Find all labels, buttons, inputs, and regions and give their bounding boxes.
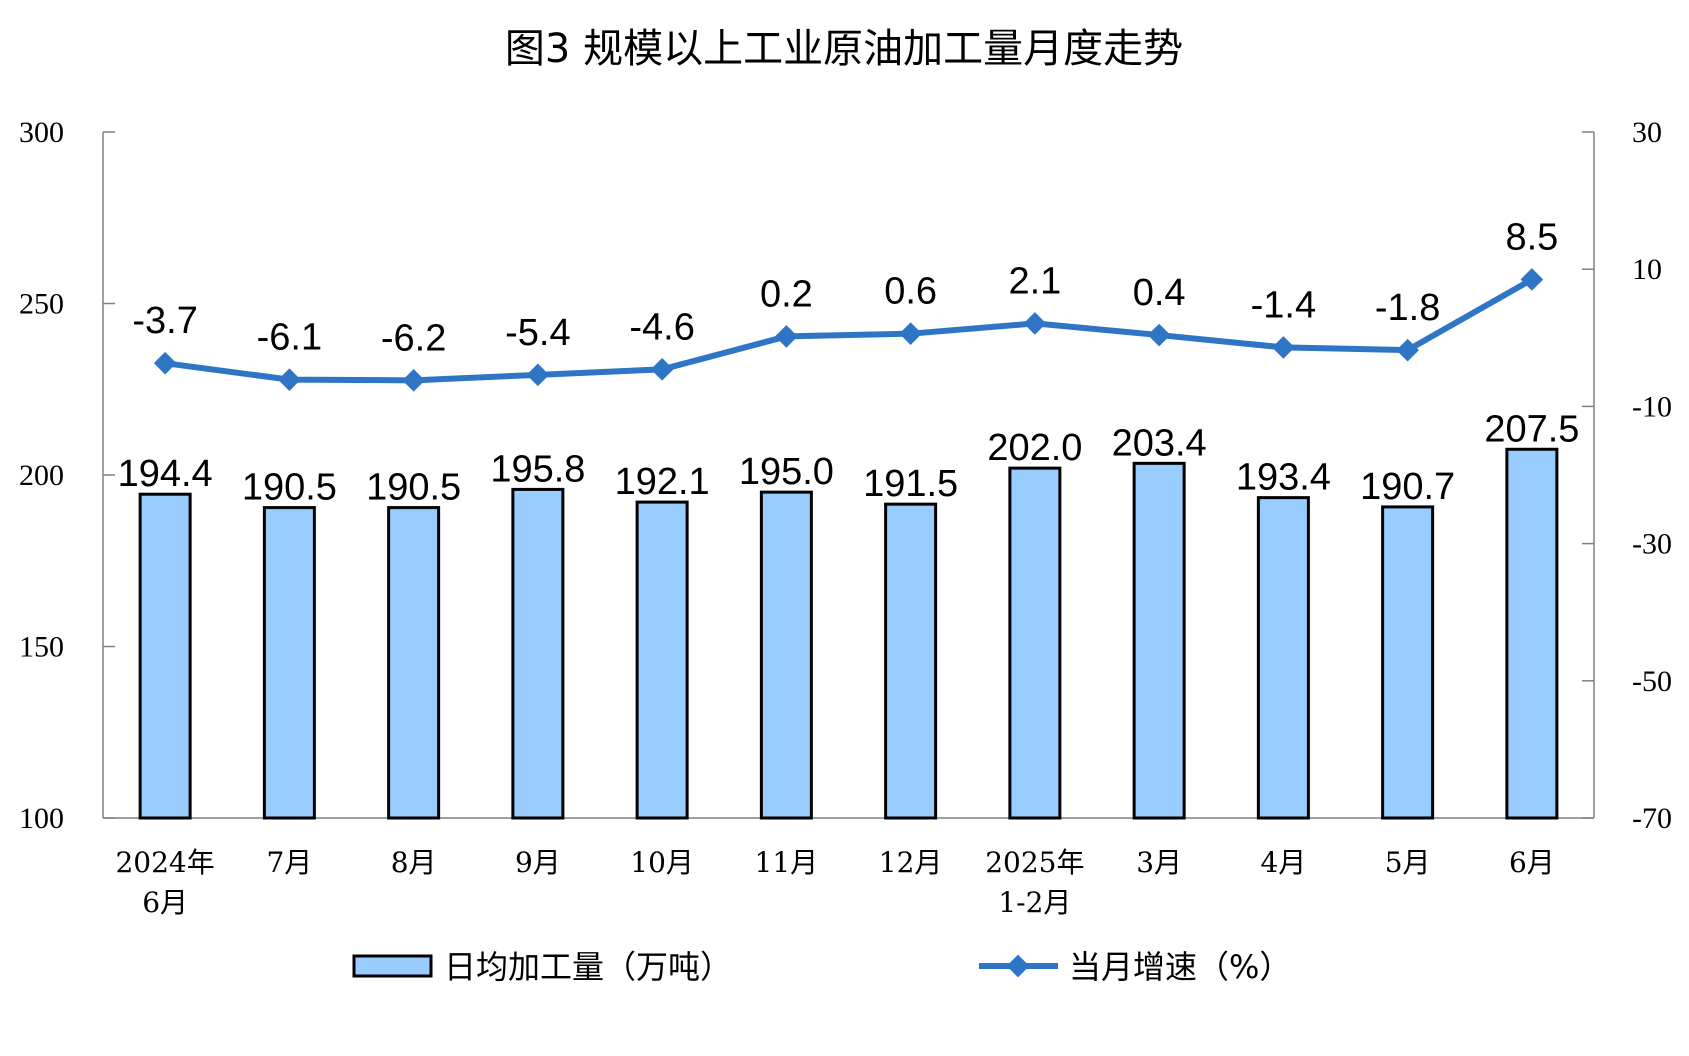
line-point (775, 325, 798, 348)
x-tick-label: 2024年 (115, 846, 214, 879)
bar-value-label: 190.5 (242, 467, 337, 509)
line-point (899, 322, 922, 345)
growth-line (164, 276, 1534, 384)
line-point (402, 369, 425, 392)
line-value-label: 0.4 (1133, 272, 1186, 314)
bar-value-label: 190.7 (1360, 466, 1455, 508)
line-point (1023, 312, 1047, 335)
line-value-label: -1.8 (1375, 287, 1440, 329)
x-tick-label: 8月 (391, 846, 437, 879)
left-tick-label: 150 (19, 631, 64, 664)
x-tick-label: 6月 (142, 886, 188, 919)
right-tick-label: -70 (1632, 802, 1672, 835)
right-tick-label: -30 (1632, 528, 1672, 561)
bar (635, 500, 689, 820)
right-tick-label: 30 (1632, 116, 1662, 149)
x-tick-label: 2025年 (985, 846, 1084, 879)
line-value-label: -6.2 (381, 317, 446, 359)
line-value-label: -4.6 (629, 306, 694, 348)
bar (1256, 496, 1310, 820)
line-value-label: -5.4 (505, 312, 570, 354)
chart-title: 图3 规模以上工业原油加工量月度走势 (505, 26, 1183, 72)
line-point (153, 351, 177, 375)
right-tick-label: 10 (1632, 253, 1662, 286)
bar (884, 502, 938, 820)
bar-value-label: 202.0 (987, 427, 1082, 469)
left-tick-label: 300 (19, 116, 64, 149)
left-tick-label: 100 (19, 802, 64, 835)
line-point (650, 358, 674, 381)
bar (1505, 447, 1559, 820)
line-point (278, 368, 301, 391)
bar (387, 506, 441, 820)
bar-value-label: 195.0 (739, 451, 834, 493)
bar-value-label: 203.4 (1112, 422, 1207, 464)
x-tick-label: 11月 (755, 846, 819, 879)
bar (262, 506, 316, 820)
x-tick-label: 10月 (630, 846, 694, 879)
line-point (526, 363, 550, 387)
x-tick-label: 7月 (266, 846, 312, 879)
legend-bar-swatch (352, 954, 433, 978)
bar-value-label: 192.1 (615, 461, 710, 503)
line-value-label: 8.5 (1505, 216, 1558, 258)
bar (759, 490, 813, 820)
bar-value-label: 193.4 (1236, 457, 1331, 499)
bar-value-label: 207.5 (1484, 408, 1579, 450)
bar-value-label: 191.5 (863, 463, 958, 505)
x-tick-label: 5月 (1385, 846, 1431, 879)
left-tick-label: 200 (19, 459, 64, 492)
legend-bar-label: 日均加工量（万吨） (444, 948, 732, 986)
bar-value-label: 194.4 (118, 453, 213, 495)
line-point (1147, 323, 1171, 347)
x-tick-label: 6月 (1509, 846, 1555, 879)
line-value-label: 0.6 (884, 271, 937, 313)
line-point (1520, 268, 1544, 291)
line-value-label: -1.4 (1251, 284, 1316, 326)
line-point (1272, 336, 1295, 359)
line-value-label: 2.1 (1008, 260, 1061, 302)
bar (1008, 466, 1062, 820)
line-point (1396, 338, 1419, 362)
bar (138, 492, 192, 820)
left-tick-label: 250 (19, 288, 64, 321)
bar (1132, 461, 1186, 820)
legend-line-marker (1006, 954, 1030, 978)
bar-value-label: 190.5 (366, 467, 461, 509)
right-tick-label: -50 (1632, 665, 1672, 698)
x-tick-label: 9月 (515, 846, 561, 879)
x-tick-label: 3月 (1136, 846, 1182, 879)
line-value-label: -6.1 (257, 317, 322, 359)
bar (511, 487, 565, 820)
bar (1381, 505, 1435, 820)
bar-value-label: 195.8 (490, 448, 585, 490)
line-value-label: 0.2 (760, 273, 813, 315)
x-tick-label: 12月 (879, 846, 943, 879)
right-tick-label: -10 (1632, 390, 1672, 423)
x-tick-label: 1-2月 (998, 886, 1071, 919)
x-tick-label: 4月 (1260, 846, 1306, 879)
line-value-label: -3.7 (132, 300, 197, 342)
legend-line-label: 当月增速（%） (1069, 948, 1291, 986)
